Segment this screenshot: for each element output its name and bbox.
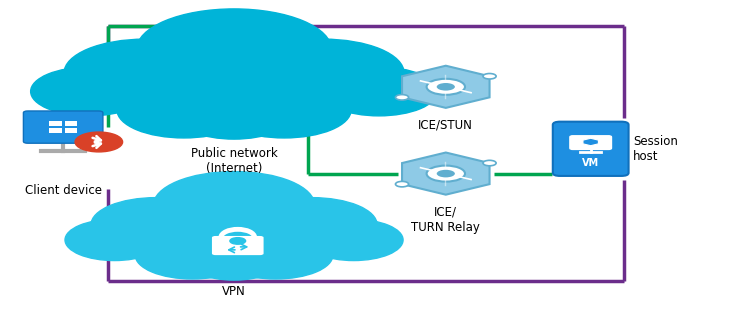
Circle shape xyxy=(320,67,438,116)
Circle shape xyxy=(217,82,351,138)
Text: VM: VM xyxy=(582,158,600,168)
Bar xyxy=(65,121,77,126)
Circle shape xyxy=(65,219,163,260)
Circle shape xyxy=(175,90,293,139)
Circle shape xyxy=(91,198,221,252)
Circle shape xyxy=(184,239,284,280)
Circle shape xyxy=(426,79,465,95)
Circle shape xyxy=(30,67,148,116)
Circle shape xyxy=(247,198,377,252)
Circle shape xyxy=(242,39,404,107)
FancyBboxPatch shape xyxy=(570,136,611,149)
FancyBboxPatch shape xyxy=(212,236,264,255)
Text: Session
host: Session host xyxy=(633,135,678,163)
Circle shape xyxy=(218,231,333,279)
Circle shape xyxy=(230,238,246,244)
Circle shape xyxy=(483,73,496,79)
Circle shape xyxy=(64,39,226,107)
FancyBboxPatch shape xyxy=(553,122,629,176)
Circle shape xyxy=(395,181,409,187)
Text: Public network
(Internet): Public network (Internet) xyxy=(191,147,277,175)
Circle shape xyxy=(483,160,496,166)
Circle shape xyxy=(135,231,250,279)
FancyBboxPatch shape xyxy=(24,111,103,143)
Circle shape xyxy=(437,83,455,91)
Circle shape xyxy=(395,95,409,100)
Text: ICE/
TURN Relay: ICE/ TURN Relay xyxy=(412,206,480,233)
Bar xyxy=(65,128,77,133)
Circle shape xyxy=(117,82,251,138)
Text: VPN: VPN xyxy=(222,285,246,298)
Circle shape xyxy=(305,219,403,260)
Circle shape xyxy=(153,172,314,239)
Circle shape xyxy=(75,132,123,152)
Polygon shape xyxy=(402,66,490,108)
Bar xyxy=(49,128,62,133)
Circle shape xyxy=(137,9,331,90)
Polygon shape xyxy=(402,153,490,195)
Text: Client device: Client device xyxy=(25,184,102,197)
Circle shape xyxy=(426,166,465,182)
Text: ICE/STUN: ICE/STUN xyxy=(418,119,473,132)
Bar xyxy=(49,121,62,126)
Polygon shape xyxy=(583,138,598,146)
Circle shape xyxy=(437,170,455,177)
